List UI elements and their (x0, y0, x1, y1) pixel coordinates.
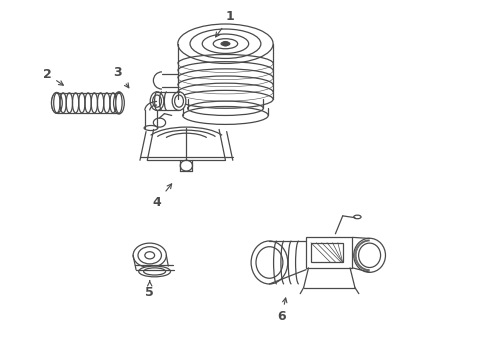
Text: 2: 2 (43, 68, 63, 85)
Text: 3: 3 (114, 66, 129, 88)
Ellipse shape (144, 126, 158, 131)
FancyBboxPatch shape (306, 237, 352, 268)
Text: 6: 6 (277, 298, 287, 323)
Ellipse shape (150, 92, 164, 111)
Ellipse shape (133, 243, 166, 267)
Ellipse shape (251, 241, 288, 284)
FancyBboxPatch shape (311, 243, 343, 262)
Ellipse shape (51, 93, 62, 113)
Ellipse shape (354, 238, 386, 273)
Text: 1: 1 (216, 10, 235, 37)
Ellipse shape (139, 266, 171, 277)
Ellipse shape (180, 160, 193, 171)
Text: 4: 4 (153, 184, 172, 209)
Ellipse shape (172, 92, 186, 111)
Ellipse shape (116, 93, 122, 113)
Circle shape (222, 41, 228, 46)
Text: 5: 5 (146, 281, 154, 300)
Ellipse shape (178, 24, 273, 63)
